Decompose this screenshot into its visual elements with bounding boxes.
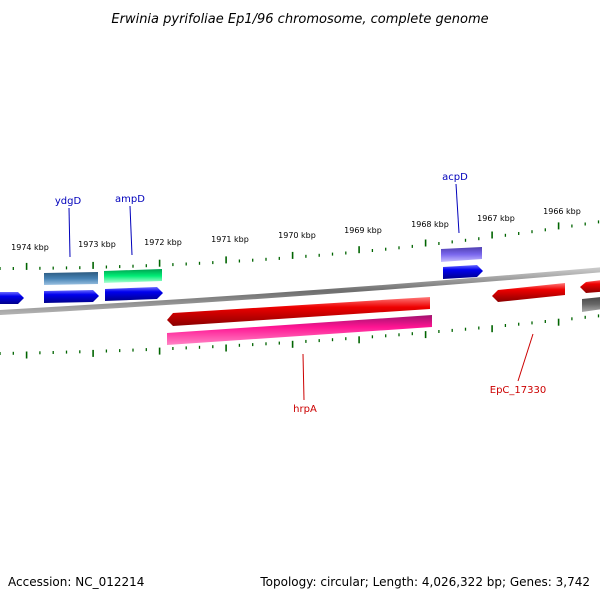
forward-cds[interactable] (44, 290, 99, 303)
tick-label: 1967 kbp (477, 214, 515, 223)
outer-tick-ring (0, 220, 600, 270)
leader-line (517, 333, 534, 382)
gene-ampD[interactable] (104, 269, 162, 283)
gene-label-acpD[interactable]: acpD (442, 172, 468, 183)
forward-cds[interactable] (105, 287, 163, 301)
leader-line (68, 207, 71, 258)
gene-label-leaders (68, 183, 534, 401)
inner-forward-features (0, 265, 483, 304)
forward-cds[interactable] (0, 292, 24, 304)
leader-line (302, 353, 305, 401)
reverse-cds[interactable] (582, 296, 600, 312)
outer-forward-features (44, 247, 482, 285)
tick-label: 1966 kbp (543, 207, 581, 216)
leader-line (129, 205, 133, 256)
gene-acpD[interactable] (441, 247, 482, 262)
gene-hrpA[interactable] (167, 315, 432, 345)
tick-label: 1971 kbp (211, 235, 249, 244)
map-title: Erwinia pyrifoliae Ep1/96 chromosome, co… (111, 12, 488, 27)
inner-tick-ring (0, 314, 600, 359)
tick-label: 1972 kbp (144, 238, 182, 247)
gene-ydgD[interactable] (44, 272, 98, 285)
gene-label-ampD[interactable]: ampD (115, 194, 145, 205)
tick-label: 1970 kbp (278, 231, 316, 240)
tick-label: 1974 kbp (11, 243, 49, 252)
forward-cds[interactable] (443, 265, 483, 279)
gene-label-ydgD[interactable]: ydgD (55, 196, 82, 207)
gene-label-hrpA[interactable]: hrpA (293, 404, 317, 415)
leader-line (455, 183, 460, 234)
reverse-cds[interactable] (580, 279, 600, 293)
tick-label: 1968 kbp (411, 220, 449, 229)
tick-label: 1969 kbp (344, 226, 382, 235)
gene-label-EpC_17330[interactable]: EpC_17330 (490, 385, 546, 396)
tick-labels: 1974 kbp 1973 kbp 1972 kbp 1971 kbp 1970… (11, 207, 581, 252)
reverse-cds[interactable] (167, 297, 430, 326)
chromosome-backbone (0, 267, 600, 315)
genome-summary: Topology: circular; Length: 4,026,322 bp… (259, 575, 590, 589)
reverse-features (167, 279, 600, 345)
accession-label: Accession: NC_012214 (8, 575, 144, 589)
gene-labels: ydgD ampD acpD hrpA EpC_17330 (55, 172, 546, 415)
reverse-cds[interactable] (492, 283, 565, 302)
tick-label: 1973 kbp (78, 240, 116, 249)
